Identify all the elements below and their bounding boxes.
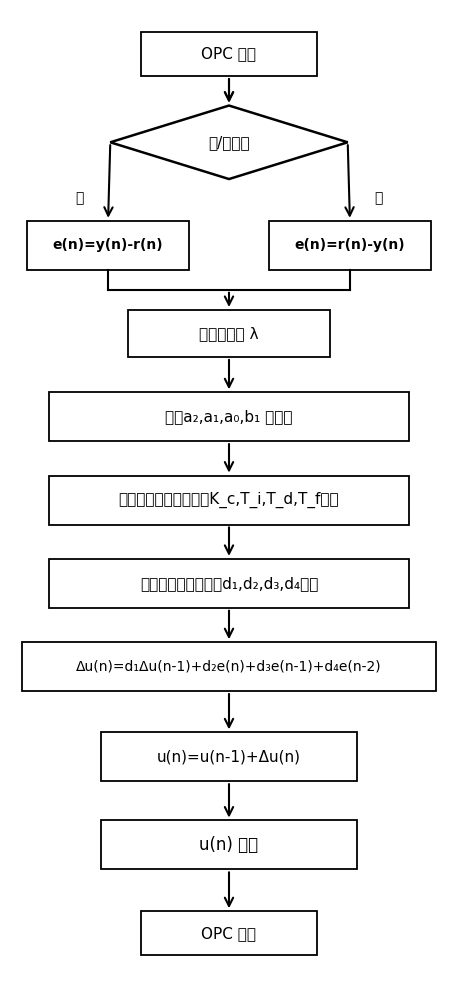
Text: 计算a₂,a₁,a₀,b₁ 参数值: 计算a₂,a₁,a₀,b₁ 参数值 [165, 409, 293, 424]
FancyBboxPatch shape [49, 559, 409, 608]
FancyBboxPatch shape [141, 911, 317, 955]
Text: u(n) 限幅: u(n) 限幅 [199, 836, 259, 854]
FancyBboxPatch shape [102, 820, 356, 869]
Text: e(n)=y(n)-r(n): e(n)=y(n)-r(n) [53, 238, 164, 252]
FancyBboxPatch shape [22, 642, 436, 691]
Text: Δu(n)=d₁Δu(n-1)+d₂e(n)+d₃e(n-1)+d₄e(n-2): Δu(n)=d₁Δu(n-1)+d₂e(n)+d₃e(n-1)+d₄e(n-2) [76, 660, 382, 674]
Text: 反: 反 [374, 191, 383, 205]
FancyBboxPatch shape [27, 221, 190, 270]
FancyBboxPatch shape [128, 310, 330, 357]
Text: 计算和读取 λ: 计算和读取 λ [199, 326, 259, 341]
Text: 计算差分表达式中的d₁,d₂,d₃,d₄的值: 计算差分表达式中的d₁,d₂,d₃,d₄的值 [140, 576, 318, 591]
Text: 计算连续域控制器中的K_c,T_i,T_d,T_f的值: 计算连续域控制器中的K_c,T_i,T_d,T_f的值 [119, 492, 339, 508]
FancyBboxPatch shape [102, 732, 356, 781]
FancyBboxPatch shape [49, 476, 409, 524]
Text: OPC 输出: OPC 输出 [202, 926, 256, 941]
Text: u(n)=u(n-1)+Δu(n): u(n)=u(n-1)+Δu(n) [157, 749, 301, 764]
Text: 正: 正 [75, 191, 84, 205]
Text: 正/反作用: 正/反作用 [208, 135, 250, 150]
Text: e(n)=r(n)-y(n): e(n)=r(n)-y(n) [294, 238, 405, 252]
FancyBboxPatch shape [49, 392, 409, 441]
FancyBboxPatch shape [141, 32, 317, 76]
Text: OPC 输入: OPC 输入 [202, 47, 256, 62]
FancyBboxPatch shape [268, 221, 431, 270]
Polygon shape [110, 106, 348, 179]
